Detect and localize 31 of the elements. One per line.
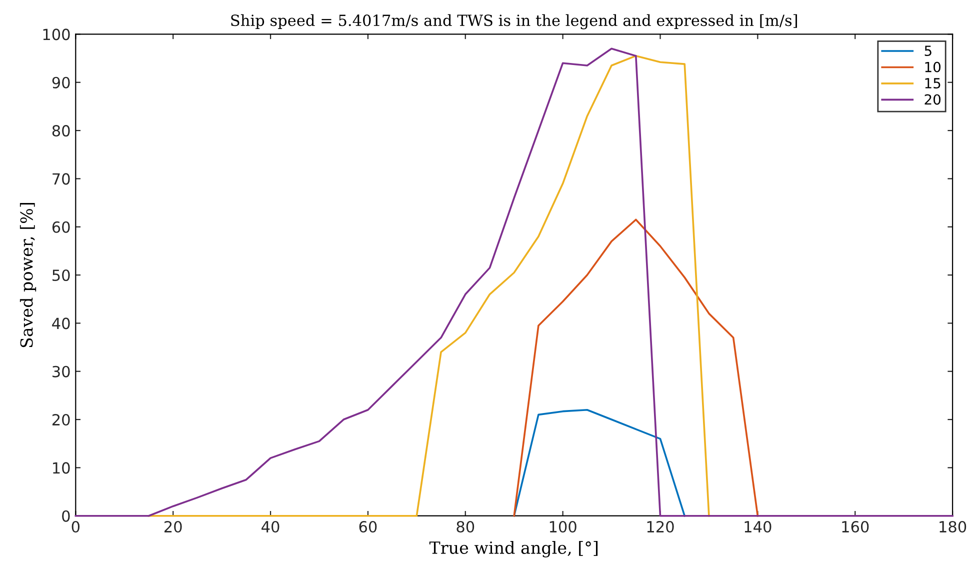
x-tick-label: 20 <box>164 520 182 533</box>
y-axis-title: Saved power, [%] <box>20 202 36 348</box>
x-tick-label: 180 <box>940 520 966 533</box>
y-tick-label: 60 <box>52 221 70 233</box>
y-tick-label: 40 <box>52 318 70 330</box>
x-tick-label: 120 <box>647 520 674 533</box>
chart-title: Ship speed = 5.4017m/s and TWS is in the legend and expressed in [m/s] <box>231 14 797 30</box>
x-tick-label: 0 <box>72 520 80 533</box>
x-tick-label: 140 <box>744 520 772 533</box>
y-tick-label: 30 <box>52 366 70 378</box>
y-tick-label: 100 <box>43 28 70 40</box>
y-tick-label: 0 <box>62 510 70 522</box>
line-series <box>513 408 686 517</box>
x-tick-label: 80 <box>456 520 474 533</box>
x-tick-label: 40 <box>262 520 280 533</box>
x-axis-title: True wind angle, [°] <box>429 541 598 558</box>
y-tick-label: 70 <box>52 173 70 185</box>
legend-label: 15 <box>925 78 940 88</box>
x-tick-label: 60 <box>359 520 377 533</box>
y-tick-label: 10 <box>53 462 70 474</box>
line-series <box>148 54 710 517</box>
legend-label: 20 <box>924 94 941 105</box>
y-tick-label: 90 <box>52 76 70 88</box>
legend-label: 10 <box>925 62 941 72</box>
y-tick-label: 50 <box>52 269 70 282</box>
legend-label: 5 <box>924 46 932 56</box>
line-series <box>513 218 759 517</box>
y-tick-label: 20 <box>52 414 70 426</box>
y-tick-label: 80 <box>52 124 70 137</box>
x-tick-label: 100 <box>550 520 576 533</box>
x-tick-label: 160 <box>842 520 869 533</box>
